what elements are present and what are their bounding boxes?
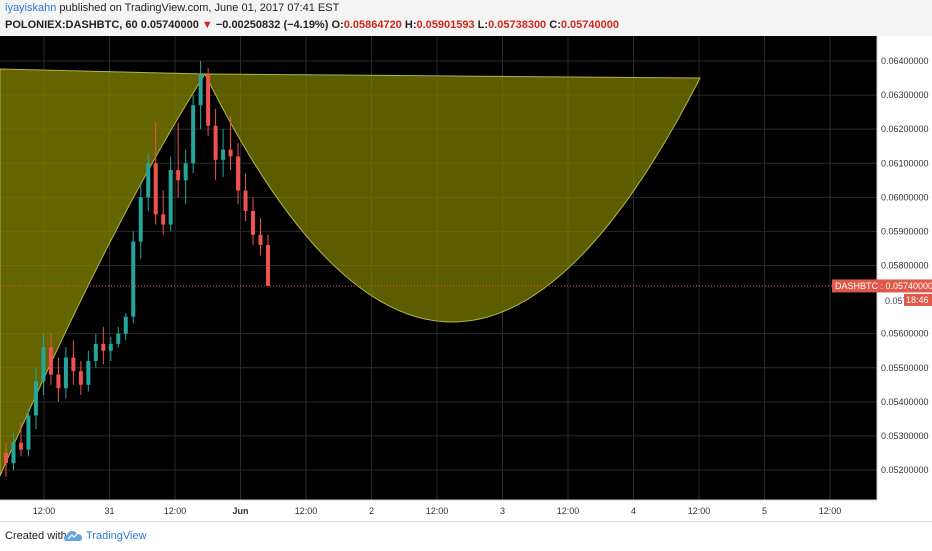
countdown-box (904, 293, 932, 306)
tradingview-link[interactable]: TradingView (86, 530, 147, 542)
y-tick-label: 0.05400000 (881, 397, 929, 407)
y-tick-label: 0.05200000 (881, 465, 929, 475)
price-tag: DASHBTC : 0.05740000 0.057 18:46 (832, 279, 932, 306)
x-tick-label: 2 (369, 506, 374, 516)
candle-body (221, 149, 226, 160)
price-axis-labels: 0.06400000 0.06300000 0.06200000 0.06100000… (881, 56, 929, 475)
published-text: published on TradingView.com, June 01, 2… (59, 2, 340, 14)
change-value: −0.00250832 (−4.19%) (215, 19, 329, 31)
x-tick-label: 12:00 (557, 506, 580, 516)
candle-body (131, 241, 136, 317)
candle-body (108, 343, 113, 351)
publish-line: iyayiskahn published on TradingView.com,… (5, 2, 339, 14)
created-with-text: Created with (5, 530, 67, 542)
candle-body (183, 163, 188, 181)
candle-body (48, 347, 53, 375)
candle-body (266, 245, 270, 286)
open-value: 0.05864720 (343, 19, 402, 31)
candle-body (138, 197, 143, 242)
candle-body (41, 347, 46, 382)
candle-body (228, 149, 233, 157)
candle-body (123, 316, 128, 334)
candle-body (213, 125, 218, 160)
high-label: H: (404, 19, 417, 31)
candle-body (243, 190, 248, 211)
footer: Created with TradingView (0, 521, 932, 551)
price-chart[interactable]: 0.06400000 0.06300000 0.06200000 0.06100000… (0, 36, 932, 521)
candles (4, 61, 270, 477)
candle-body (4, 452, 8, 464)
close-value: 0.05740000 (560, 19, 619, 31)
symbol-line: POLONIEX:DASHBTC, 60 0.05740000 ▼ −0.002… (5, 19, 619, 31)
high-value: 0.05901593 (416, 19, 475, 31)
low-value: 0.05738300 (488, 19, 547, 31)
y-tick-label: 0.06000000 (881, 192, 929, 202)
close-label: C: (549, 19, 561, 31)
x-tick-label: Jun (232, 506, 248, 516)
y-tick-label: 0.06400000 (881, 56, 929, 66)
open-label: O: (331, 19, 344, 31)
y-tick-label: 0.05800000 (881, 261, 929, 271)
x-tick-label: 12:00 (164, 506, 187, 516)
y-tick-label: 0.05600000 (881, 329, 929, 339)
candle-body (236, 156, 241, 191)
candle-body (153, 163, 158, 215)
candle-body (116, 333, 121, 344)
candle-body (206, 74, 211, 126)
x-tick-label: 12:00 (819, 506, 842, 516)
price-axis[interactable] (877, 36, 932, 521)
x-tick-label: 12:00 (295, 506, 318, 516)
candle-body (86, 360, 91, 385)
x-tick-label: 12:00 (33, 506, 56, 516)
rising-wedge-shape[interactable] (0, 68, 206, 477)
cup-handle-drawing[interactable] (0, 68, 701, 477)
candle-body (56, 374, 61, 389)
candle-body (71, 357, 76, 372)
candle-body (191, 105, 196, 164)
symbol-label: POLONIEX:DASHBTC, 60 (5, 19, 138, 31)
candle-body (176, 170, 181, 181)
cup-arc-shape[interactable] (204, 73, 701, 323)
candle-body (198, 74, 203, 106)
x-tick-label: 3 (500, 506, 505, 516)
y-tick-label: 0.05500000 (881, 363, 929, 373)
candle-body (146, 163, 151, 198)
price-tag-text: DASHBTC : 0.05740000 (835, 281, 932, 291)
y-tick-label: 0.06200000 (881, 124, 929, 134)
down-arrow-icon: ▼ (201, 19, 213, 31)
price-tag-box (832, 279, 932, 293)
candle-body (93, 343, 98, 361)
candle-body (101, 343, 106, 351)
candle-body (63, 357, 68, 389)
candle-body (168, 170, 173, 225)
x-tick-label: 5 (762, 506, 767, 516)
author-link[interactable]: iyayiskahn (5, 2, 57, 14)
y-tick-label: 0.06300000 (881, 90, 929, 100)
tradingview-cloud-icon[interactable] (64, 530, 82, 542)
x-tick-label: 31 (104, 506, 114, 516)
candle-body (33, 381, 38, 416)
countdown-text: 18:46 (906, 295, 929, 305)
candle-body (11, 442, 16, 464)
candle-body (26, 415, 31, 450)
last-price: 0.05740000 (140, 19, 199, 31)
y-tick-label: 0.05900000 (881, 226, 929, 236)
y-tick-label: 0.06100000 (881, 158, 929, 168)
time-axis-labels: 12:00 31 12:00 Jun 12:00 2 12:00 3 12:00 4 12:00 5 1… (33, 506, 842, 516)
y-tick-label: 0.05300000 (881, 431, 929, 441)
candle-body (258, 234, 263, 246)
x-tick-label: 12:00 (426, 506, 449, 516)
candle-body (251, 210, 256, 235)
candle-body (161, 214, 166, 225)
candle-body (18, 442, 23, 450)
time-axis[interactable] (0, 500, 877, 521)
low-label: L: (477, 19, 489, 31)
x-tick-label: 12:00 (688, 506, 711, 516)
x-tick-label: 4 (631, 506, 636, 516)
candle-body (78, 371, 83, 385)
secondary-price-label: 0.057 (885, 296, 908, 306)
